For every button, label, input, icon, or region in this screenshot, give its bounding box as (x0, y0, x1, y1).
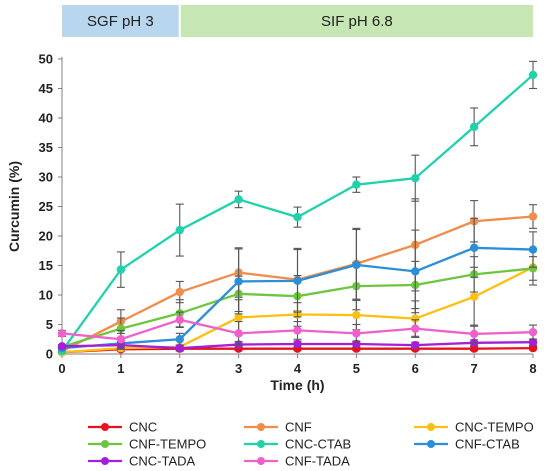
y-tick-label: 10 (39, 288, 53, 303)
data-point (528, 327, 538, 337)
series-group (57, 60, 538, 357)
phase-label-sif: SIF pH 6.8 (321, 13, 393, 30)
legend-label: CNF-CTAB (455, 437, 520, 452)
data-point (528, 338, 538, 347)
data-point (175, 343, 184, 353)
legend: CNC CNF CNC-TEMPO CNF-TEMPO CNC-CTAB CNF-CTAB… (88, 420, 534, 469)
legend-item-cnf: CNF (244, 420, 312, 435)
series-cnc-tada (57, 338, 538, 353)
data-point (469, 329, 479, 339)
phase-band-sif (180, 5, 533, 37)
data-point (469, 292, 479, 301)
data-point (469, 243, 479, 252)
x-tick-label: 4 (294, 361, 302, 376)
x-tick-label: 1 (117, 361, 124, 376)
legend-label: CNF-TADA (285, 454, 350, 469)
legend-label: CNF (285, 420, 312, 435)
legend-label: CNC-CTAB (285, 437, 351, 452)
data-point (469, 344, 479, 353)
y-tick-label: 0 (46, 347, 53, 362)
y-tick-label: 35 (39, 140, 53, 155)
legend-marker (101, 457, 109, 465)
y-tick-label: 15 (39, 258, 53, 273)
data-point (293, 276, 302, 286)
legend-marker (257, 457, 265, 465)
data-point (352, 329, 361, 338)
data-point (352, 180, 361, 189)
y-tick-label: 5 (46, 317, 53, 332)
legend-label: CNF-TEMPO (129, 437, 206, 452)
legend-item-cnc: CNC (88, 420, 157, 435)
legend-marker (101, 440, 109, 448)
data-point (469, 122, 479, 132)
data-point (293, 212, 302, 222)
legend-marker (427, 440, 435, 448)
data-point (411, 340, 420, 350)
data-point (116, 335, 126, 344)
legend-item-cnf-tempo: CNF-TEMPO (88, 437, 206, 452)
y-tick-label: 30 (39, 170, 53, 185)
x-tick-label: 0 (58, 361, 65, 376)
legend-label: CNC-TEMPO (455, 420, 534, 435)
data-point (175, 315, 184, 324)
legend-item-cnc-ctab: CNC-CTAB (244, 437, 351, 452)
x-tick-label: 5 (353, 361, 360, 376)
legend-marker (427, 423, 435, 431)
data-point (57, 329, 67, 338)
data-point (175, 335, 184, 344)
phase-bands: SGF pH 3 SIF pH 6.8 (62, 5, 533, 37)
data-point (411, 267, 420, 276)
legend-item-cnf-tada: CNF-TADA (244, 454, 350, 469)
data-point (528, 343, 538, 353)
legend-label: CNC (129, 420, 157, 435)
data-point (234, 195, 243, 204)
data-point (57, 342, 67, 351)
x-tick-label: 7 (471, 361, 478, 376)
data-point (528, 212, 538, 221)
data-point (293, 326, 302, 335)
data-point (411, 324, 420, 333)
legend-item-cnc-tada: CNC-TADA (88, 454, 196, 469)
series-cnf-tada (57, 311, 538, 349)
legend-marker (101, 423, 109, 431)
data-point (528, 245, 538, 254)
data-point (293, 339, 302, 349)
y-tick-label: 40 (39, 111, 53, 126)
y-tick-label: 20 (39, 229, 53, 244)
data-point (352, 310, 361, 320)
data-point (528, 264, 538, 273)
data-point (411, 314, 420, 323)
x-axis-title: Time (h) (270, 377, 324, 393)
x-tick-label: 8 (529, 361, 536, 376)
x-tick-label: 3 (235, 361, 242, 376)
data-point (175, 287, 184, 297)
legend-item-cnc-tempo: CNC-TEMPO (414, 420, 534, 435)
data-point (352, 260, 361, 270)
phase-band-sgf (62, 5, 179, 37)
y-tick-label: 25 (39, 199, 53, 214)
x-tick-label: 2 (176, 361, 183, 376)
data-point (234, 313, 243, 322)
legend-label: CNC-TADA (129, 454, 196, 469)
series-cnc-ctab (57, 60, 538, 356)
legend-marker (257, 440, 265, 448)
y-axis-title: Curcumin (%) (6, 161, 22, 252)
legend-marker (257, 423, 265, 431)
data-point (234, 329, 243, 338)
data-point (116, 265, 126, 274)
legend-item-cnf-ctab: CNF-CTAB (414, 437, 520, 452)
x-tick-label: 6 (412, 361, 419, 376)
data-point (234, 277, 243, 286)
y-tick-label: 45 (39, 81, 53, 96)
phase-label-sgf: SGF pH 3 (87, 13, 154, 30)
y-tick-label: 50 (39, 52, 53, 67)
data-point (528, 70, 538, 80)
data-point (175, 225, 184, 235)
data-point (411, 173, 420, 183)
